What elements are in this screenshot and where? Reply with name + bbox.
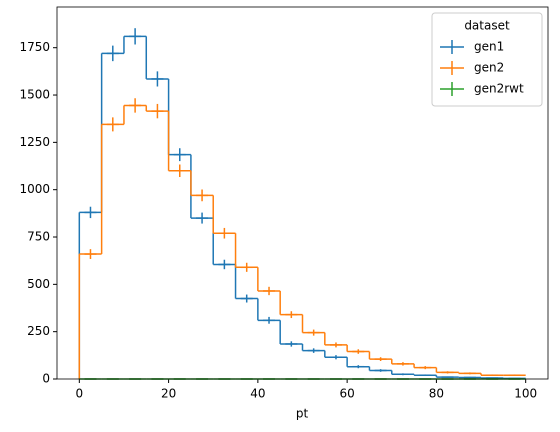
legend-frame bbox=[431, 12, 543, 107]
legend-label: gen2 bbox=[474, 61, 504, 75]
x-tick-label: 0 bbox=[75, 387, 83, 401]
y-tick-label: 1500 bbox=[19, 88, 50, 102]
x-tick-label: 100 bbox=[514, 387, 537, 401]
y-tick-label: 500 bbox=[27, 277, 50, 291]
legend-label: gen2rwt bbox=[474, 82, 524, 96]
x-tick-label: 80 bbox=[429, 387, 444, 401]
y-tick-label: 1750 bbox=[19, 40, 50, 54]
x-tick-label: 40 bbox=[250, 387, 265, 401]
y-tick-label: 1250 bbox=[19, 135, 50, 149]
y-tick-label: 0 bbox=[42, 372, 50, 386]
axes-frame bbox=[56, 6, 549, 380]
x-tick-label: 60 bbox=[339, 387, 354, 401]
x-axis-label: pt bbox=[296, 407, 309, 421]
legend-label: gen1 bbox=[474, 40, 504, 54]
y-tick-label: 250 bbox=[27, 324, 50, 338]
x-tick-label: 20 bbox=[161, 387, 176, 401]
y-tick-label: 750 bbox=[27, 230, 50, 244]
legend-title: dataset bbox=[464, 19, 510, 33]
y-tick-label: 1000 bbox=[19, 182, 50, 196]
